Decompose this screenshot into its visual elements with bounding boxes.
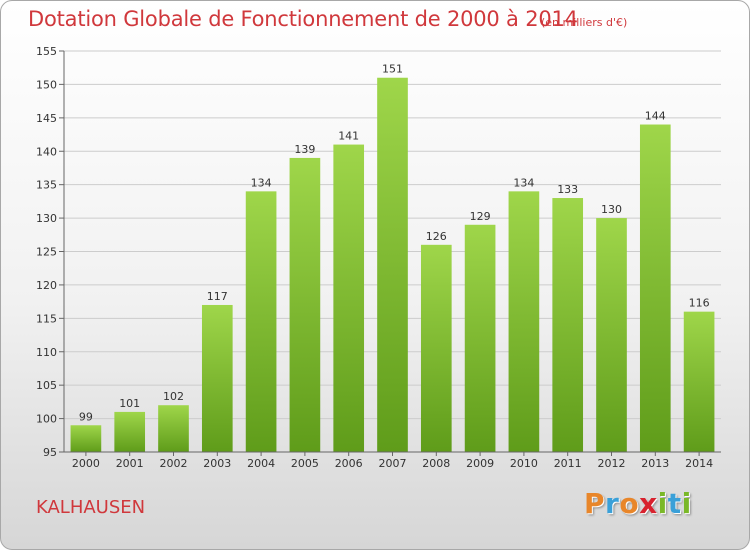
y-tick-label: 130 (36, 212, 57, 225)
labels: 95 100 105 110 115 120 125 130 135 140 145 150 155 99… (36, 45, 713, 470)
commune-name: KALHAUSEN (36, 497, 146, 518)
logo-letter: o (619, 487, 640, 520)
x-tick-label: 2006 (335, 457, 363, 470)
bar (683, 311, 715, 452)
value-label: 116 (689, 297, 710, 310)
x-tick-label: 2000 (72, 457, 100, 470)
x-tick-label: 2005 (291, 457, 319, 470)
value-label: 99 (79, 410, 93, 423)
bar (508, 191, 540, 452)
bar (639, 124, 671, 453)
value-label: 141 (338, 130, 359, 143)
x-tick-label: 2003 (203, 457, 231, 470)
logo-letter: x (639, 487, 658, 520)
value-label: 126 (426, 230, 447, 243)
y-tick-label: 115 (36, 312, 57, 325)
logo-letter: i (657, 487, 668, 520)
x-tick-label: 2014 (685, 457, 713, 470)
y-tick-label: 95 (43, 446, 57, 459)
bar (420, 244, 452, 452)
bar (289, 157, 321, 452)
value-label: 117 (207, 290, 228, 303)
value-label: 102 (163, 390, 184, 403)
bar (464, 224, 496, 452)
x-tick-label: 2011 (554, 457, 582, 470)
bar (552, 198, 584, 452)
value-label: 151 (382, 63, 403, 76)
bar (377, 77, 408, 452)
bar (333, 144, 365, 453)
value-label: 134 (513, 176, 534, 189)
x-tick-label: 2010 (510, 457, 538, 470)
y-tick-label: 135 (36, 179, 57, 192)
y-tick-label: 110 (36, 346, 57, 359)
y-tick-label: 105 (36, 379, 57, 392)
logo-letter: t (667, 487, 682, 520)
logo-letter: r (605, 487, 620, 520)
y-tick-label: 120 (36, 279, 57, 292)
value-label: 134 (251, 176, 272, 189)
value-label: 129 (470, 210, 491, 223)
x-tick-label: 2004 (247, 457, 275, 470)
chart-title: Dotation Globale de Fonctionnement de 20… (28, 7, 578, 31)
chart-subtitle: (en milliers d'€) (541, 16, 628, 29)
x-tick-label: 2007 (379, 457, 407, 470)
value-label: 130 (601, 203, 622, 216)
value-label: 133 (557, 183, 578, 196)
y-tick-label: 145 (36, 112, 57, 125)
x-tick-label: 2009 (466, 457, 494, 470)
bar (596, 218, 627, 452)
x-tick-label: 2008 (422, 457, 450, 470)
bar (245, 191, 277, 452)
x-tick-label: 2002 (160, 457, 188, 470)
x-tick-label: 2013 (641, 457, 669, 470)
value-label: 139 (294, 143, 315, 156)
bar (114, 411, 146, 452)
y-tick-label: 155 (36, 45, 57, 58)
logo-letter: i (681, 487, 692, 520)
bar (70, 425, 102, 452)
x-tick-label: 2001 (116, 457, 144, 470)
value-label: 144 (645, 110, 666, 123)
x-tick-label: 2012 (598, 457, 626, 470)
y-tick-label: 150 (36, 78, 57, 91)
bar (201, 304, 233, 452)
proxiti-logo[interactable]: Proxiti (584, 487, 692, 520)
axes (59, 50, 721, 456)
y-tick-label: 125 (36, 246, 57, 259)
bar (158, 405, 189, 452)
y-tick-label: 140 (36, 145, 57, 158)
y-tick-label: 100 (36, 413, 57, 426)
value-label: 101 (119, 397, 140, 410)
logo-letter: P (584, 487, 606, 520)
bars (70, 77, 715, 453)
